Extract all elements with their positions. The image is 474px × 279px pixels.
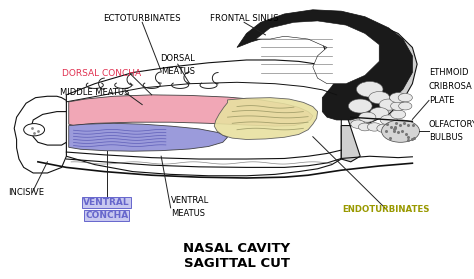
Circle shape [348, 99, 372, 113]
Circle shape [367, 123, 382, 131]
Circle shape [379, 99, 398, 110]
Text: VENTRAL: VENTRAL [171, 196, 209, 205]
Circle shape [370, 107, 389, 119]
Text: ETHMOID: ETHMOID [429, 68, 468, 77]
Polygon shape [322, 22, 417, 162]
Text: NASAL CAVITY: NASAL CAVITY [183, 242, 291, 255]
Circle shape [380, 115, 397, 125]
Polygon shape [66, 60, 341, 176]
Circle shape [398, 93, 412, 102]
Polygon shape [69, 95, 313, 126]
Circle shape [390, 93, 407, 103]
Polygon shape [256, 21, 379, 84]
Text: ECTOTURBINATES: ECTOTURBINATES [103, 14, 181, 23]
Circle shape [351, 120, 365, 128]
Text: VENTRAL: VENTRAL [83, 198, 130, 207]
Text: ENDOTURBINATES: ENDOTURBINATES [343, 205, 430, 214]
Circle shape [391, 110, 406, 119]
Text: FRONTAL SINUS: FRONTAL SINUS [210, 14, 278, 23]
Text: CRIBROSA: CRIBROSA [429, 82, 473, 91]
Polygon shape [214, 98, 318, 140]
Text: MEATUS: MEATUS [171, 209, 205, 218]
Polygon shape [237, 10, 412, 120]
Text: MIDDLE MEATUS: MIDDLE MEATUS [60, 88, 129, 97]
Circle shape [358, 123, 372, 131]
Circle shape [399, 102, 412, 110]
Text: OLFACTORY: OLFACTORY [429, 120, 474, 129]
Circle shape [396, 121, 408, 128]
Text: MEATUS: MEATUS [161, 67, 195, 76]
Text: INCISIVE: INCISIVE [8, 188, 44, 197]
Circle shape [359, 112, 376, 122]
Text: CONCHA: CONCHA [85, 211, 128, 220]
Text: DORSAL CONCHA: DORSAL CONCHA [63, 69, 141, 78]
Text: SAGITTAL CUT: SAGITTAL CUT [184, 257, 290, 270]
Circle shape [391, 102, 406, 110]
Text: PLATE: PLATE [429, 96, 455, 105]
Circle shape [382, 120, 419, 142]
Circle shape [387, 122, 400, 130]
Circle shape [369, 92, 390, 104]
Circle shape [377, 124, 391, 133]
Polygon shape [14, 96, 66, 173]
Circle shape [356, 81, 383, 97]
Text: DORSAL: DORSAL [160, 54, 195, 63]
Polygon shape [69, 123, 228, 151]
Circle shape [24, 124, 45, 136]
Text: BULBUS: BULBUS [429, 133, 463, 142]
